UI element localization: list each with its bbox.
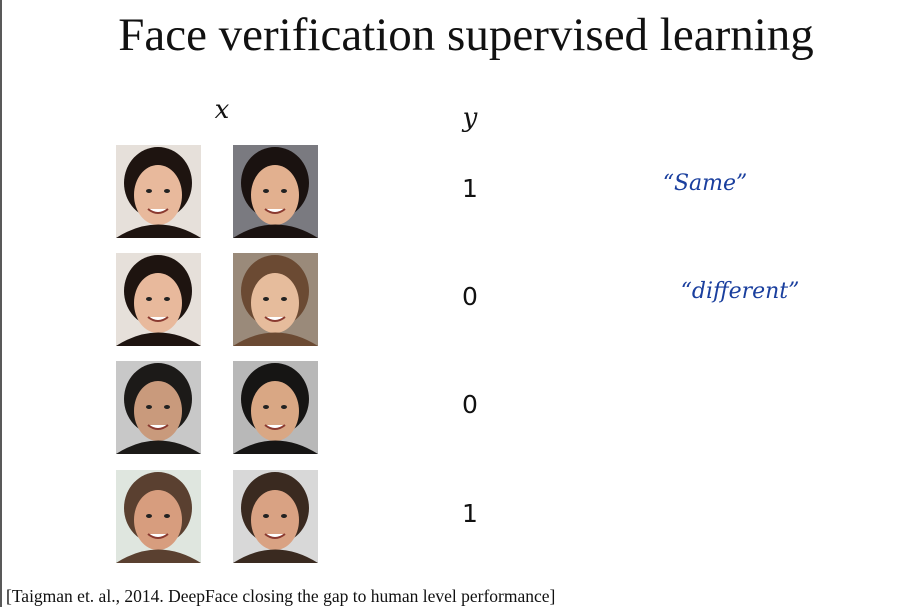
eye (263, 189, 269, 193)
shoulders (233, 224, 318, 238)
mouth (264, 533, 286, 539)
eye (164, 405, 170, 409)
eye (281, 514, 287, 518)
face (134, 490, 182, 550)
face (134, 273, 182, 333)
shoulders (116, 332, 201, 346)
face (251, 273, 299, 333)
face (251, 165, 299, 225)
eye (146, 189, 152, 193)
eye (146, 297, 152, 301)
eye (146, 514, 152, 518)
eye (146, 405, 152, 409)
mouth (264, 424, 286, 430)
shoulders (233, 549, 318, 563)
mouth (147, 316, 169, 322)
shoulders (233, 440, 318, 454)
face-photo (116, 145, 201, 238)
mouth (147, 533, 169, 539)
face (251, 490, 299, 550)
eye (281, 297, 287, 301)
eye (164, 514, 170, 518)
eye (281, 189, 287, 193)
face-photo (116, 253, 201, 346)
face-photo (233, 470, 318, 563)
eye (164, 297, 170, 301)
y-header: y (462, 103, 478, 133)
face-photo (233, 253, 318, 346)
mouth (147, 208, 169, 214)
face (134, 381, 182, 441)
slide-title: Face verification supervised learning (118, 9, 814, 61)
face (251, 381, 299, 441)
handwritten-note: “Same” (663, 171, 748, 196)
face-photo (233, 145, 318, 238)
eye (263, 297, 269, 301)
shoulders (116, 224, 201, 238)
mouth (147, 424, 169, 430)
label: 1 (462, 499, 478, 528)
eye (263, 405, 269, 409)
label: 0 (462, 282, 478, 311)
x-header: x (215, 95, 230, 125)
face-photo (116, 361, 201, 454)
eye (164, 189, 170, 193)
label: 0 (462, 390, 478, 419)
shoulders (233, 332, 318, 346)
handwritten-note: “different” (681, 279, 800, 304)
shoulders (116, 549, 201, 563)
citation: [Taigman et. al., 2014. DeepFace closing… (6, 586, 555, 606)
face-photo (116, 470, 201, 563)
mouth (264, 208, 286, 214)
face-photo (233, 361, 318, 454)
face (134, 165, 182, 225)
label: 1 (462, 174, 478, 203)
eye (263, 514, 269, 518)
shoulders (116, 440, 201, 454)
eye (281, 405, 287, 409)
mouth (264, 316, 286, 322)
